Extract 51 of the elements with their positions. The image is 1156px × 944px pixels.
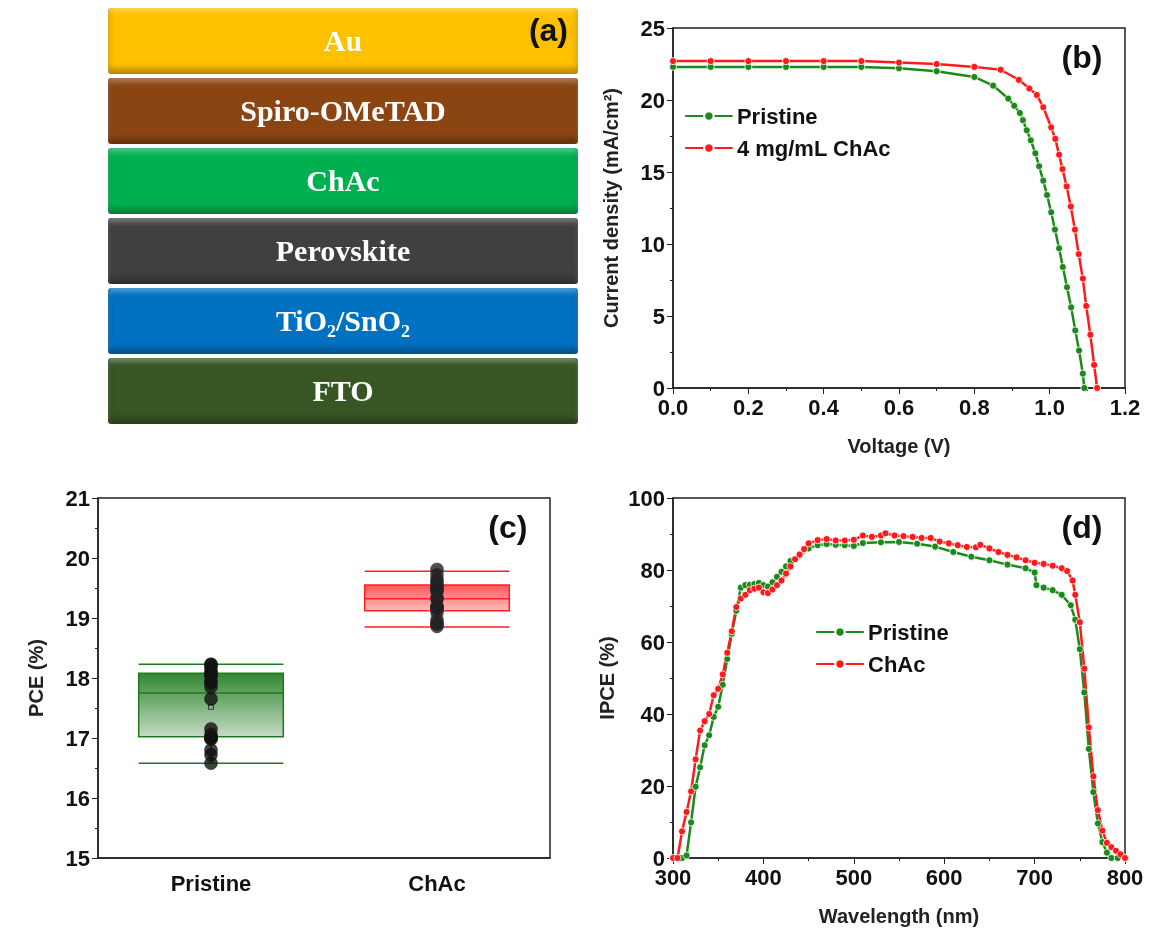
y-tick-label: 0	[652, 375, 665, 401]
chart-title: (d)	[1061, 509, 1103, 545]
x-tick-label: 500	[835, 864, 873, 890]
x-tick-label: 600	[925, 864, 963, 890]
y-tick-label: 25	[640, 15, 665, 41]
text: (a)	[528, 12, 568, 49]
x-tick-label: 800	[1106, 864, 1144, 890]
x-tick-label: 1.0	[1034, 394, 1065, 420]
legend-label: ChAc	[868, 651, 926, 677]
legend-label: 4 mg/mL ChAc	[736, 135, 891, 161]
y-tick-label: 100	[628, 485, 665, 511]
y-axis-title: Current density (mA/cm²)	[600, 87, 622, 329]
y-tick-label: 21	[65, 485, 90, 511]
x-tick-label: 400	[745, 864, 782, 890]
y-tick-label: 5	[652, 303, 665, 329]
y-tick-label: 40	[640, 701, 665, 727]
chart-title: (b)	[1061, 39, 1103, 75]
x-axis-title: Wavelength (nm)	[818, 905, 980, 927]
x-tick-label: 0.8	[959, 394, 990, 420]
y-tick-label: 19	[65, 605, 90, 631]
y-tick-label: 0	[652, 845, 665, 871]
category-label: Spiro-OMeTAD	[108, 78, 578, 144]
chart-title: (c)	[488, 509, 528, 545]
category-label: TiO₂/SnO₂	[108, 288, 578, 354]
y-tick-label: 20	[640, 87, 665, 113]
y-tick-label: 20	[65, 545, 90, 571]
y-tick-label: 17	[65, 725, 90, 751]
category-label: Au	[323, 24, 363, 57]
category-label: ChAc	[108, 148, 578, 214]
x-tick-label: 0.6	[883, 394, 915, 420]
legend-label: Pristine	[868, 619, 949, 645]
x-tick-label: Pristine	[170, 870, 252, 896]
y-tick-label: 20	[640, 773, 665, 799]
x-tick-label: 0.2	[733, 394, 764, 420]
y-tick-label: 15	[65, 845, 90, 871]
y-axis-title: PCE (%)	[25, 639, 47, 717]
y-tick-label: 18	[65, 665, 90, 691]
y-axis-title: IPCE (%)	[596, 636, 619, 720]
y-tick-label: 10	[640, 231, 665, 257]
category-label: FTO	[108, 358, 578, 424]
x-tick-label: 700	[1016, 864, 1053, 890]
legend-label: Pristine	[736, 103, 818, 129]
category-label: Perovskite	[108, 218, 578, 284]
y-tick-label: 15	[640, 159, 665, 185]
x-axis-title: Voltage (V)	[847, 435, 951, 457]
y-tick-label: 80	[640, 557, 665, 583]
y-tick-label: 16	[65, 785, 90, 811]
x-tick-label: 0.4	[808, 394, 840, 420]
x-tick-label: 1.2	[1109, 394, 1141, 420]
x-tick-label: ChAc	[408, 870, 466, 896]
y-tick-label: 60	[640, 629, 665, 655]
